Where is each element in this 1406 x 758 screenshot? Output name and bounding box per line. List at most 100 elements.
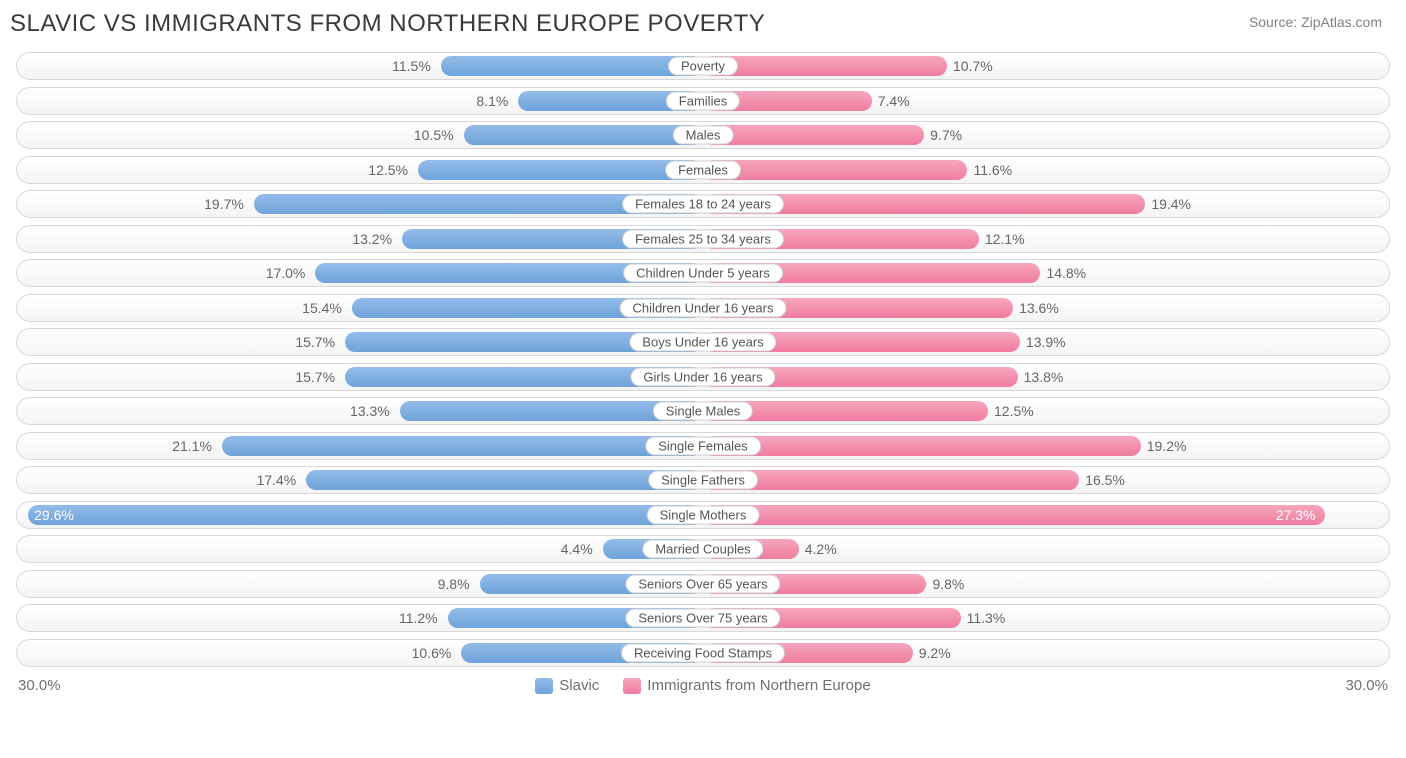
value-right: 16.5%: [1085, 472, 1125, 488]
category-label: Children Under 16 years: [620, 298, 787, 317]
value-right: 7.4%: [878, 93, 910, 109]
value-left: 15.7%: [295, 334, 335, 350]
value-right: 13.9%: [1026, 334, 1066, 350]
category-label: Children Under 5 years: [623, 264, 783, 283]
category-label: Seniors Over 75 years: [625, 609, 780, 628]
value-left: 13.2%: [352, 231, 392, 247]
bar-right: [703, 470, 1079, 490]
bar-right: [703, 436, 1141, 456]
chart-footer: 30.0% Slavic Immigrants from Northern Eu…: [0, 673, 1406, 694]
category-label: Females: [665, 160, 741, 179]
chart-area: 11.5% 10.7% Poverty 8.1% 7.4% Families 10.5% 9.…: [0, 44, 1406, 667]
value-right: 13.6%: [1019, 300, 1059, 316]
value-left: 17.0%: [266, 265, 306, 281]
value-left: 19.7%: [204, 196, 244, 212]
bar-row: 29.6% 27.3% Single Mothers: [16, 501, 1390, 529]
bar-row: 15.4% 13.6% Children Under 16 years: [16, 294, 1390, 322]
value-right: 9.8%: [932, 576, 964, 592]
value-right: 9.2%: [919, 645, 951, 661]
legend-swatch-left: [535, 678, 553, 694]
value-right: 10.7%: [953, 58, 993, 74]
legend-label-right: Immigrants from Northern Europe: [647, 677, 870, 694]
value-left: 12.5%: [368, 162, 408, 178]
category-label: Males: [673, 126, 734, 145]
value-left: 9.8%: [438, 576, 470, 592]
value-left: 17.4%: [257, 472, 297, 488]
category-label: Single Fathers: [648, 471, 758, 490]
value-left: 15.4%: [302, 300, 342, 316]
source-name: ZipAtlas.com: [1301, 14, 1382, 30]
value-right: 14.8%: [1046, 265, 1086, 281]
category-label: Boys Under 16 years: [629, 333, 776, 352]
category-label: Receiving Food Stamps: [621, 643, 785, 662]
legend-item-left: Slavic: [535, 677, 599, 694]
bar-left: [464, 125, 703, 145]
bar-row: 10.5% 9.7% Males: [16, 121, 1390, 149]
value-right: 4.2%: [805, 541, 837, 557]
bar-row: 15.7% 13.8% Girls Under 16 years: [16, 363, 1390, 391]
value-right: 12.5%: [994, 403, 1034, 419]
value-left: 8.1%: [476, 93, 508, 109]
category-label: Seniors Over 65 years: [625, 574, 780, 593]
value-right: 19.2%: [1147, 438, 1187, 454]
bar-left: [441, 56, 703, 76]
value-right: 9.7%: [930, 127, 962, 143]
bar-row: 15.7% 13.9% Boys Under 16 years: [16, 328, 1390, 356]
bar-left: [28, 505, 703, 525]
bar-row: 4.4% 4.2% Married Couples: [16, 535, 1390, 563]
chart-header: SLAVIC VS IMMIGRANTS FROM NORTHERN EUROP…: [0, 0, 1406, 44]
value-left: 21.1%: [172, 438, 212, 454]
value-right: 11.3%: [967, 610, 1006, 626]
legend: Slavic Immigrants from Northern Europe: [535, 677, 870, 694]
value-left: 10.6%: [412, 645, 452, 661]
value-left: 10.5%: [414, 127, 454, 143]
bar-row: 13.3% 12.5% Single Males: [16, 397, 1390, 425]
bar-right: [703, 125, 924, 145]
bar-row: 17.0% 14.8% Children Under 5 years: [16, 259, 1390, 287]
bar-row: 10.6% 9.2% Receiving Food Stamps: [16, 639, 1390, 667]
category-label: Single Mothers: [647, 505, 760, 524]
value-right: 12.1%: [985, 231, 1025, 247]
legend-item-right: Immigrants from Northern Europe: [623, 677, 870, 694]
axis-max-right: 30.0%: [1345, 677, 1388, 694]
axis-max-left: 30.0%: [18, 677, 61, 694]
bar-row: 13.2% 12.1% Females 25 to 34 years: [16, 225, 1390, 253]
category-label: Poverty: [668, 57, 738, 76]
bar-right: [703, 56, 947, 76]
bar-row: 11.2% 11.3% Seniors Over 75 years: [16, 604, 1390, 632]
category-label: Single Males: [653, 402, 753, 421]
chart-title: SLAVIC VS IMMIGRANTS FROM NORTHERN EUROP…: [10, 10, 765, 38]
bar-row: 8.1% 7.4% Families: [16, 87, 1390, 115]
bar-left: [418, 160, 703, 180]
chart-source: Source: ZipAtlas.com: [1249, 10, 1382, 30]
value-right: 27.3%: [1276, 507, 1316, 523]
bar-row: 12.5% 11.6% Females: [16, 156, 1390, 184]
category-label: Married Couples: [642, 540, 763, 559]
value-right: 19.4%: [1151, 196, 1191, 212]
bar-row: 11.5% 10.7% Poverty: [16, 52, 1390, 80]
value-left: 11.2%: [399, 610, 438, 626]
category-label: Girls Under 16 years: [630, 367, 775, 386]
bar-row: 9.8% 9.8% Seniors Over 65 years: [16, 570, 1390, 598]
bar-row: 17.4% 16.5% Single Fathers: [16, 466, 1390, 494]
bar-row: 21.1% 19.2% Single Females: [16, 432, 1390, 460]
category-label: Single Females: [645, 436, 761, 455]
category-label: Females 18 to 24 years: [622, 195, 784, 214]
value-left: 4.4%: [561, 541, 593, 557]
source-prefix: Source:: [1249, 14, 1301, 30]
value-right: 13.8%: [1024, 369, 1064, 385]
value-left: 13.3%: [350, 403, 390, 419]
category-label: Females 25 to 34 years: [622, 229, 784, 248]
value-left: 11.5%: [392, 58, 431, 74]
category-label: Families: [666, 91, 740, 110]
legend-label-left: Slavic: [559, 677, 599, 694]
value-right: 11.6%: [973, 162, 1012, 178]
bar-left: [222, 436, 703, 456]
value-left: 15.7%: [295, 369, 335, 385]
bar-right: [703, 160, 967, 180]
legend-swatch-right: [623, 678, 641, 694]
bar-row: 19.7% 19.4% Females 18 to 24 years: [16, 190, 1390, 218]
bar-left: [306, 470, 703, 490]
value-left: 29.6%: [34, 507, 74, 523]
bar-right: [703, 505, 1325, 525]
